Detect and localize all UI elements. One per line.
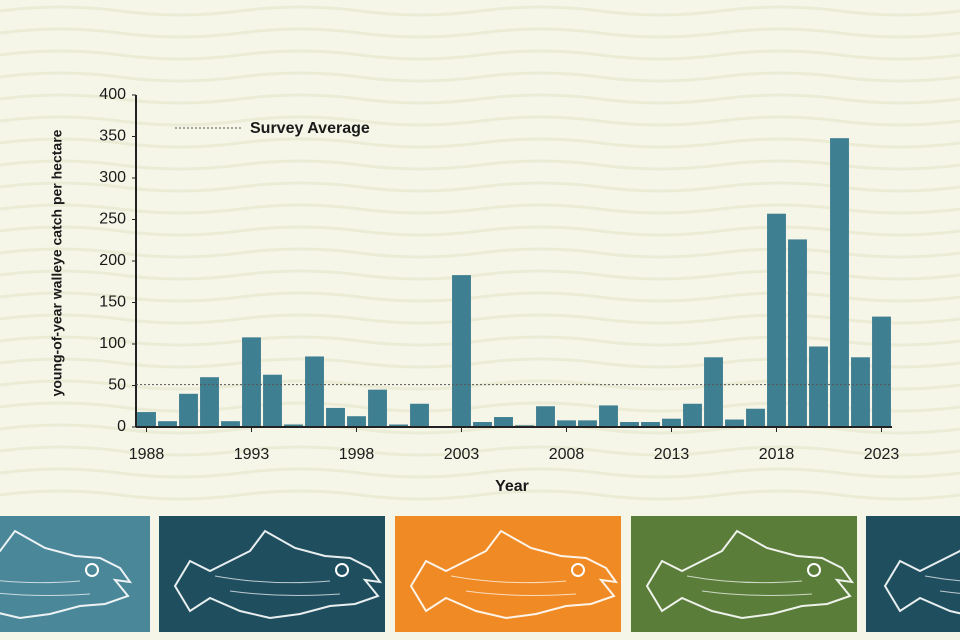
- bar: [389, 424, 408, 427]
- bar: [158, 421, 177, 427]
- bar: [284, 424, 303, 427]
- x-tick-label: 2023: [864, 446, 900, 463]
- panel: [0, 516, 150, 632]
- y-tick-label: 250: [99, 211, 126, 228]
- decor-panels: [0, 516, 960, 632]
- panel: [866, 516, 960, 632]
- bar: [263, 374, 282, 427]
- background-waves: [0, 0, 960, 510]
- x-tick-label: 2013: [654, 446, 690, 463]
- x-tick-label: 2003: [444, 446, 480, 463]
- bar: [851, 357, 870, 427]
- x-axis-title: Year: [495, 478, 529, 495]
- y-tick-label: 400: [99, 86, 126, 103]
- bar: [599, 405, 618, 427]
- legend-label: Survey Average: [250, 120, 370, 137]
- y-axis-title: young-of-year walleye catch per hectare: [49, 129, 65, 396]
- y-tick-label: 350: [99, 128, 126, 145]
- bar: [242, 337, 261, 427]
- bar: [641, 422, 660, 427]
- x-tick-label: 2008: [549, 446, 585, 463]
- bar: [326, 407, 345, 427]
- bar: [725, 419, 744, 427]
- bar: [452, 275, 471, 427]
- bar: [830, 138, 849, 427]
- y-tick-label: 200: [99, 252, 126, 269]
- bar: [368, 389, 387, 427]
- bar: [683, 403, 702, 427]
- bar: [578, 420, 597, 427]
- x-tick-label: 1998: [339, 446, 375, 463]
- panel: [631, 516, 857, 632]
- bar: [809, 346, 828, 427]
- bar: [767, 213, 786, 427]
- bar: [872, 316, 891, 427]
- bar: [473, 422, 492, 427]
- bar: [704, 357, 723, 427]
- panel: [159, 516, 385, 632]
- bar: [221, 421, 240, 427]
- bar: [620, 422, 639, 427]
- x-tick-label: 1993: [234, 446, 270, 463]
- bar: [410, 403, 429, 427]
- bar: [494, 417, 513, 427]
- bar: [137, 412, 156, 427]
- y-tick-label: 300: [99, 169, 126, 186]
- bar: [746, 408, 765, 427]
- bar: [305, 356, 324, 427]
- x-tick-label: 1988: [129, 446, 165, 463]
- bar: [536, 406, 555, 427]
- bar: [662, 418, 681, 427]
- y-tick-label: 0: [117, 418, 126, 435]
- bar: [200, 377, 219, 427]
- y-tick-label: 100: [99, 335, 126, 352]
- plot: 0 50 100 150 200 250 300 350 400 1988 1993 1998 2003…: [99, 86, 899, 463]
- bar: [788, 239, 807, 427]
- y-tick-label: 50: [108, 377, 126, 394]
- bar: [557, 420, 576, 427]
- bar: [347, 416, 366, 427]
- panel: [395, 516, 621, 632]
- x-tick-label: 2018: [759, 446, 795, 463]
- y-tick-label: 150: [99, 294, 126, 311]
- bar: [179, 393, 198, 427]
